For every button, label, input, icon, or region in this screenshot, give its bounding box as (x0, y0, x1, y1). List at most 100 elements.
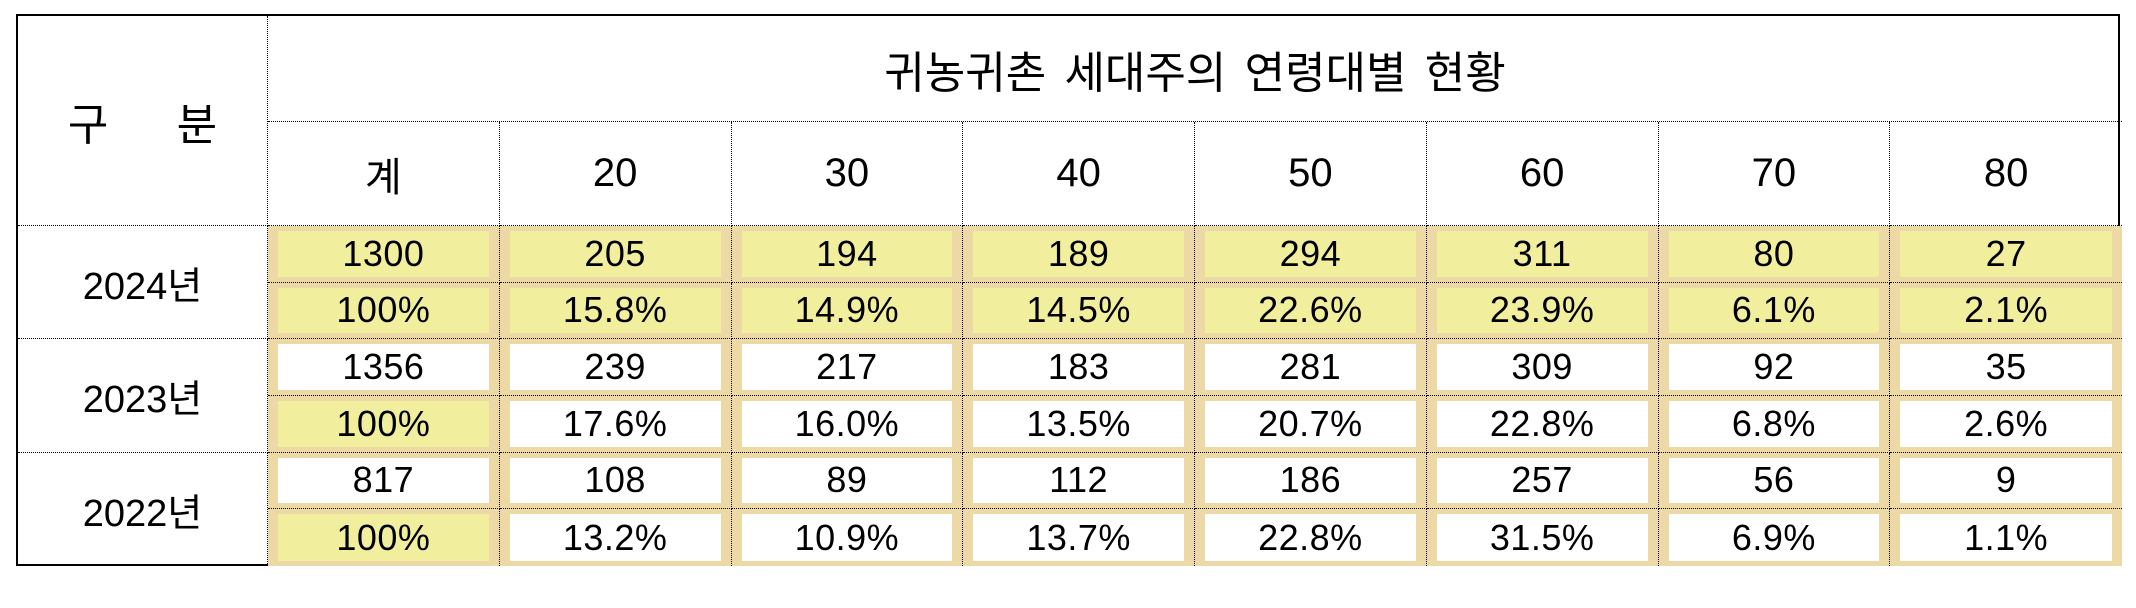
table-cell: 100% (268, 282, 500, 340)
corner-label: 구 분 (18, 16, 268, 226)
table-cell: 35 (1890, 339, 2122, 396)
table-cell: 23.9% (1426, 282, 1659, 340)
percent-cell: 1.1% (1900, 514, 2112, 561)
count-cell: 92 (1668, 344, 1880, 390)
table-cell: 217 (731, 339, 964, 396)
age-header-6: 70 (1658, 122, 1891, 226)
age-header-1: 20 (499, 122, 732, 226)
count-cell: 112 (973, 457, 1184, 504)
table-cell: 80 (1658, 226, 1891, 283)
table-cell: 112 (963, 452, 1195, 510)
percent-cell: 14.9% (741, 287, 953, 334)
count-cell: 309 (1436, 344, 1648, 390)
percent-cell: 23.9% (1436, 287, 1648, 334)
table-cell: 31.5% (1426, 509, 1659, 566)
year-label: 2022년 (18, 452, 268, 566)
percent-cell: 13.5% (973, 400, 1184, 447)
count-cell: 56 (1668, 457, 1880, 504)
table-cell: 56 (1658, 452, 1891, 510)
table-cell: 20.7% (1195, 395, 1427, 453)
age-header-0: 계 (268, 122, 500, 226)
percent-cell: 16.0% (741, 400, 953, 447)
table-cell: 6.1% (1658, 282, 1891, 340)
count-cell: 1356 (278, 344, 489, 390)
percent-cell: 6.8% (1668, 400, 1880, 447)
table-cell: 14.5% (963, 282, 1195, 340)
count-cell: 311 (1436, 231, 1648, 277)
count-cell: 194 (741, 231, 953, 277)
count-cell: 9 (1900, 457, 2112, 504)
table-cell: 2.1% (1890, 282, 2122, 340)
table-cell: 16.0% (731, 395, 964, 453)
percent-cell: 2.1% (1900, 287, 2112, 334)
table-cell: 89 (731, 452, 964, 510)
percent-cell: 13.7% (973, 514, 1184, 561)
percent-cell: 22.6% (1205, 287, 1416, 334)
count-cell: 281 (1205, 344, 1416, 390)
count-cell: 294 (1205, 231, 1416, 277)
percent-cell: 20.7% (1205, 400, 1416, 447)
count-cell: 257 (1436, 457, 1648, 504)
table-cell: 311 (1426, 226, 1659, 283)
table-cell: 13.2% (499, 509, 732, 566)
table-cell: 1300 (268, 226, 500, 283)
percent-cell: 14.5% (973, 287, 1184, 334)
table-cell: 92 (1658, 339, 1891, 396)
count-cell: 108 (509, 457, 721, 504)
table-cell: 22.8% (1195, 509, 1427, 566)
table-cell: 239 (499, 339, 732, 396)
table-cell: 17.6% (499, 395, 732, 453)
count-cell: 205 (509, 231, 721, 277)
table-cell: 15.8% (499, 282, 732, 340)
percent-cell: 6.1% (1668, 287, 1880, 334)
count-cell: 189 (973, 231, 1184, 277)
percent-cell: 100% (278, 400, 489, 447)
count-cell: 817 (278, 457, 489, 504)
count-cell: 27 (1900, 231, 2112, 277)
percent-cell: 17.6% (509, 400, 721, 447)
table-cell: 108 (499, 452, 732, 510)
table-cell: 100% (268, 509, 500, 566)
percent-cell: 100% (278, 514, 489, 561)
table-cell: 14.9% (731, 282, 964, 340)
table-cell: 9 (1890, 452, 2122, 510)
age-header-7: 80 (1890, 122, 2122, 226)
percent-cell: 2.6% (1900, 400, 2112, 447)
year-label: 2024년 (18, 226, 268, 340)
table-cell: 294 (1195, 226, 1427, 283)
table-cell: 257 (1426, 452, 1659, 510)
age-group-table: 구 분 귀농귀촌 세대주의 연령대별 현황 계 20 30 40 50 60 70 80 202… (16, 14, 2122, 566)
age-header-4: 50 (1195, 122, 1427, 226)
age-header-5: 60 (1426, 122, 1659, 226)
table-cell: 309 (1426, 339, 1659, 396)
count-cell: 35 (1900, 344, 2112, 390)
percent-cell: 10.9% (741, 514, 953, 561)
percent-cell: 13.2% (509, 514, 721, 561)
count-cell: 217 (741, 344, 953, 390)
table-cell: 22.6% (1195, 282, 1427, 340)
table-cell: 183 (963, 339, 1195, 396)
percent-cell: 6.9% (1668, 514, 1880, 561)
table-title: 귀농귀촌 세대주의 연령대별 현황 (268, 16, 2122, 122)
percent-cell: 15.8% (509, 287, 721, 334)
table-cell: 281 (1195, 339, 1427, 396)
count-cell: 89 (741, 457, 953, 504)
percent-cell: 31.5% (1436, 514, 1648, 561)
table-cell: 194 (731, 226, 964, 283)
count-cell: 183 (973, 344, 1184, 390)
count-cell: 239 (509, 344, 721, 390)
percent-cell: 22.8% (1205, 514, 1416, 561)
table-cell: 1.1% (1890, 509, 2122, 566)
table-cell: 817 (268, 452, 500, 510)
table-cell: 205 (499, 226, 732, 283)
table-cell: 189 (963, 226, 1195, 283)
table-cell: 6.9% (1658, 509, 1891, 566)
table-cell: 13.5% (963, 395, 1195, 453)
percent-cell: 100% (278, 287, 489, 334)
table-cell: 13.7% (963, 509, 1195, 566)
table-cell: 10.9% (731, 509, 964, 566)
table-cell: 22.8% (1426, 395, 1659, 453)
age-header-3: 40 (963, 122, 1195, 226)
count-cell: 80 (1668, 231, 1880, 277)
table-cell: 100% (268, 395, 500, 453)
